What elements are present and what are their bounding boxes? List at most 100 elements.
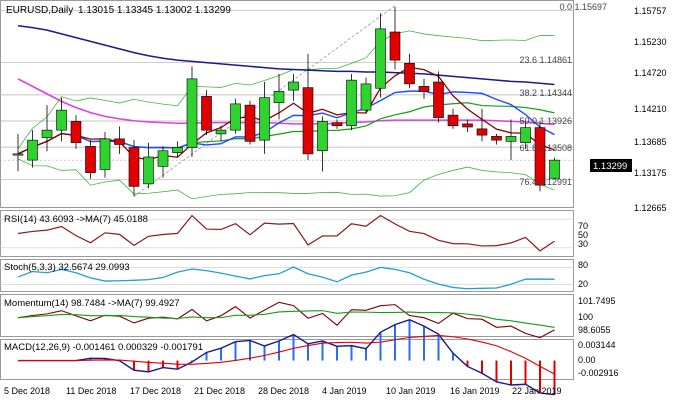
macd-tick: 0.003144	[578, 340, 616, 350]
rsi-label: RSI(14) 43.6093 ->MA(7) 45.0188	[4, 214, 148, 225]
price-panel-frame	[0, 0, 574, 208]
momentum-ma-line	[17, 310, 555, 328]
momentum-label: Momentum(14) 98.7484 ->MA(7) 99.4927	[4, 298, 180, 309]
chart-ohlc-label: 1.13015 1.13345 1.13002 1.13299	[78, 5, 231, 16]
fib-level-label: 50.0 1.13926	[519, 116, 572, 126]
fibonacci-levels: 0.0 1.15697 23.6 1.14861 38.2 1.14344 50…	[519, 2, 607, 187]
candle-bullish	[99, 138, 111, 170]
candle-bearish	[534, 127, 546, 186]
candle-bullish	[143, 156, 154, 185]
ma-darkred-line	[17, 66, 555, 161]
candle-bearish	[476, 128, 488, 136]
candle-bearish	[85, 146, 96, 173]
ma-blue-line	[17, 90, 555, 155]
date-tick: 11 Dec 2018	[66, 386, 116, 396]
macd-panel-frame	[0, 339, 574, 380]
ma-magenta-line	[17, 78, 555, 126]
price-axis: 1.15757 1.15230 1.14720 1.14210 1.13685 …	[634, 6, 667, 213]
momentum-tick: 101.7495	[578, 296, 616, 306]
candle-bullish	[317, 121, 328, 152]
stoch-tick: 80	[578, 260, 588, 270]
price-tick: 1.14720	[634, 68, 667, 78]
fib-level-label: 0.0 1.15697	[559, 2, 607, 12]
candle-bullish	[375, 28, 386, 89]
candle-bearish	[244, 104, 256, 142]
candle-bullish	[12, 153, 24, 156]
candle-bullish	[157, 150, 169, 167]
momentum-panel-frame	[0, 294, 574, 337]
fib-level-label: 38.2 1.14344	[519, 88, 572, 98]
stoch-label: Stoch(5,3,3) 32.5674 29.0993	[4, 262, 130, 273]
candle-bullish	[172, 147, 183, 153]
candle-bullish	[259, 97, 270, 141]
rsi-panel-frame	[0, 210, 574, 257]
candle-bullish	[56, 109, 67, 131]
candle-bearish	[114, 138, 125, 145]
bollinger-lower-line	[17, 158, 555, 200]
chart-symbol-label: EURUSD,Daily	[6, 5, 73, 16]
macd-line	[18, 318, 555, 396]
date-tick: 16 Jan 2019	[450, 386, 500, 396]
candle-bullish	[288, 81, 299, 91]
candle-bullish	[41, 129, 53, 138]
macd-tick: 0.00	[578, 355, 596, 365]
date-tick: 10 Jan 2019	[386, 386, 436, 396]
rsi-tick: 70	[578, 221, 588, 231]
candle-bearish	[447, 114, 459, 127]
current-price-box	[590, 159, 632, 172]
candle-bullish	[215, 129, 227, 135]
fib-level-label: 61.8 1.13508	[519, 143, 572, 153]
stoch-main-line	[17, 266, 555, 290]
macd-signal-line	[18, 334, 555, 375]
date-axis: 5 Dec 2018 11 Dec 2018 17 Dec 2018 21 De…	[4, 386, 562, 396]
rsi-tick: 50	[578, 230, 588, 240]
candle-bullish	[520, 127, 531, 143]
candle-bearish	[70, 121, 82, 143]
candle-bearish	[418, 86, 430, 92]
rsi-tick: 30	[578, 239, 588, 249]
ma-navy-line	[17, 24, 555, 86]
price-tick: 1.15757	[634, 6, 667, 16]
candle-bearish	[201, 96, 212, 131]
candle-bullish	[186, 78, 198, 148]
rsi-line	[17, 214, 555, 252]
candle-bullish	[346, 79, 357, 127]
price-tick: 1.12665	[634, 203, 667, 213]
price-tick: 1.14210	[634, 104, 667, 114]
bollinger-upper-line	[17, 30, 555, 150]
momentum-tick: 98.6055	[578, 325, 611, 335]
date-tick: 28 Dec 2018	[258, 386, 309, 396]
candle-bullish	[505, 136, 517, 142]
date-tick: 5 Dec 2018	[4, 386, 50, 396]
candle-bearish	[389, 31, 401, 61]
stoch-tick: 20	[578, 279, 588, 289]
current-price-label: 1.13299	[593, 161, 627, 172]
indicator-panels	[0, 214, 574, 396]
date-tick: 4 Jan 2019	[322, 386, 367, 396]
candle-bearish	[128, 147, 140, 187]
price-tick: 1.13175	[634, 168, 667, 178]
price-tick: 1.13685	[634, 137, 667, 147]
candle-bullish	[360, 83, 372, 111]
macd-label: MACD(12,26,9) -0.001461 0.000329 -0.0017…	[4, 342, 203, 353]
candle-bearish	[331, 122, 343, 127]
candle-bullish	[549, 159, 560, 179]
candle-bearish	[302, 87, 314, 155]
date-tick: 17 Dec 2018	[130, 386, 181, 396]
price-tick: 1.15230	[634, 37, 667, 47]
candle-bullish	[27, 139, 38, 161]
ma-green-line	[17, 102, 555, 155]
macd-tick: -0.002916	[578, 368, 619, 378]
candle-bullish	[230, 103, 241, 131]
candle-bearish	[462, 123, 473, 128]
date-tick: 21 Dec 2018	[194, 386, 245, 396]
candle-bullish	[273, 91, 285, 103]
price-panel[interactable]	[0, 5, 574, 200]
date-tick: 22 Jan 2019	[512, 386, 562, 396]
candle-bearish	[433, 81, 444, 118]
momentum-tick: 100	[578, 312, 593, 322]
candle-bearish	[404, 62, 415, 85]
fib-level-label: 23.6 1.14861	[519, 55, 572, 65]
stoch-panel-frame	[0, 259, 574, 292]
